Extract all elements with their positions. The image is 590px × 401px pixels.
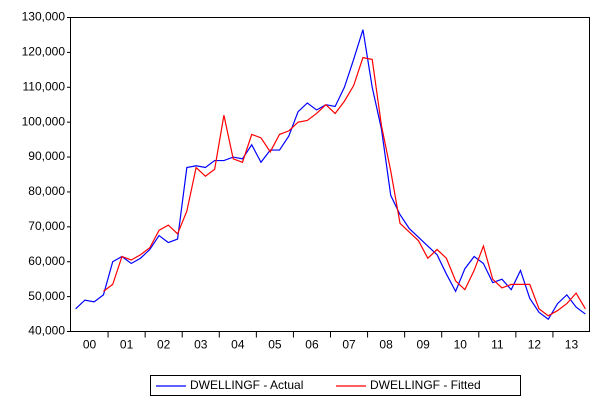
x-tick-label: 12	[528, 338, 542, 352]
legend-label: DWELLINGF - Fitted	[370, 378, 481, 392]
series-line	[103, 56, 586, 317]
x-tick-label: 07	[342, 338, 356, 352]
x-tick-label: 02	[157, 338, 171, 352]
y-tick-label: 80,000	[28, 184, 65, 198]
x-tick-label: 01	[120, 338, 134, 352]
y-tick-label: 110,000	[23, 79, 66, 93]
x-tick-label: 04	[231, 338, 245, 352]
x-tick-label: 06	[305, 338, 319, 352]
y-tick-label: 130,000	[22, 10, 66, 24]
y-tick-label: 120,000	[22, 45, 66, 59]
x-tick-label: 00	[83, 338, 97, 352]
legend-box	[150, 375, 521, 396]
x-tick-label: 08	[379, 338, 393, 352]
y-tick-label: 40,000	[28, 324, 65, 338]
y-tick-label: 100,000	[22, 114, 66, 128]
series-line	[75, 29, 586, 321]
y-tick-label: 50,000	[28, 289, 65, 303]
x-tick-label: 05	[268, 338, 282, 352]
x-tick-label: 10	[454, 338, 468, 352]
x-tick-label: 11	[491, 338, 504, 352]
x-tick-label: 13	[565, 338, 579, 352]
legend-label: DWELLINGF - Actual	[190, 378, 303, 392]
x-tick-label: 03	[194, 338, 208, 352]
y-tick-label: 90,000	[28, 149, 65, 163]
y-tick-label: 70,000	[28, 219, 65, 233]
y-tick-label: 60,000	[28, 254, 65, 268]
x-tick-label: 09	[416, 338, 430, 352]
